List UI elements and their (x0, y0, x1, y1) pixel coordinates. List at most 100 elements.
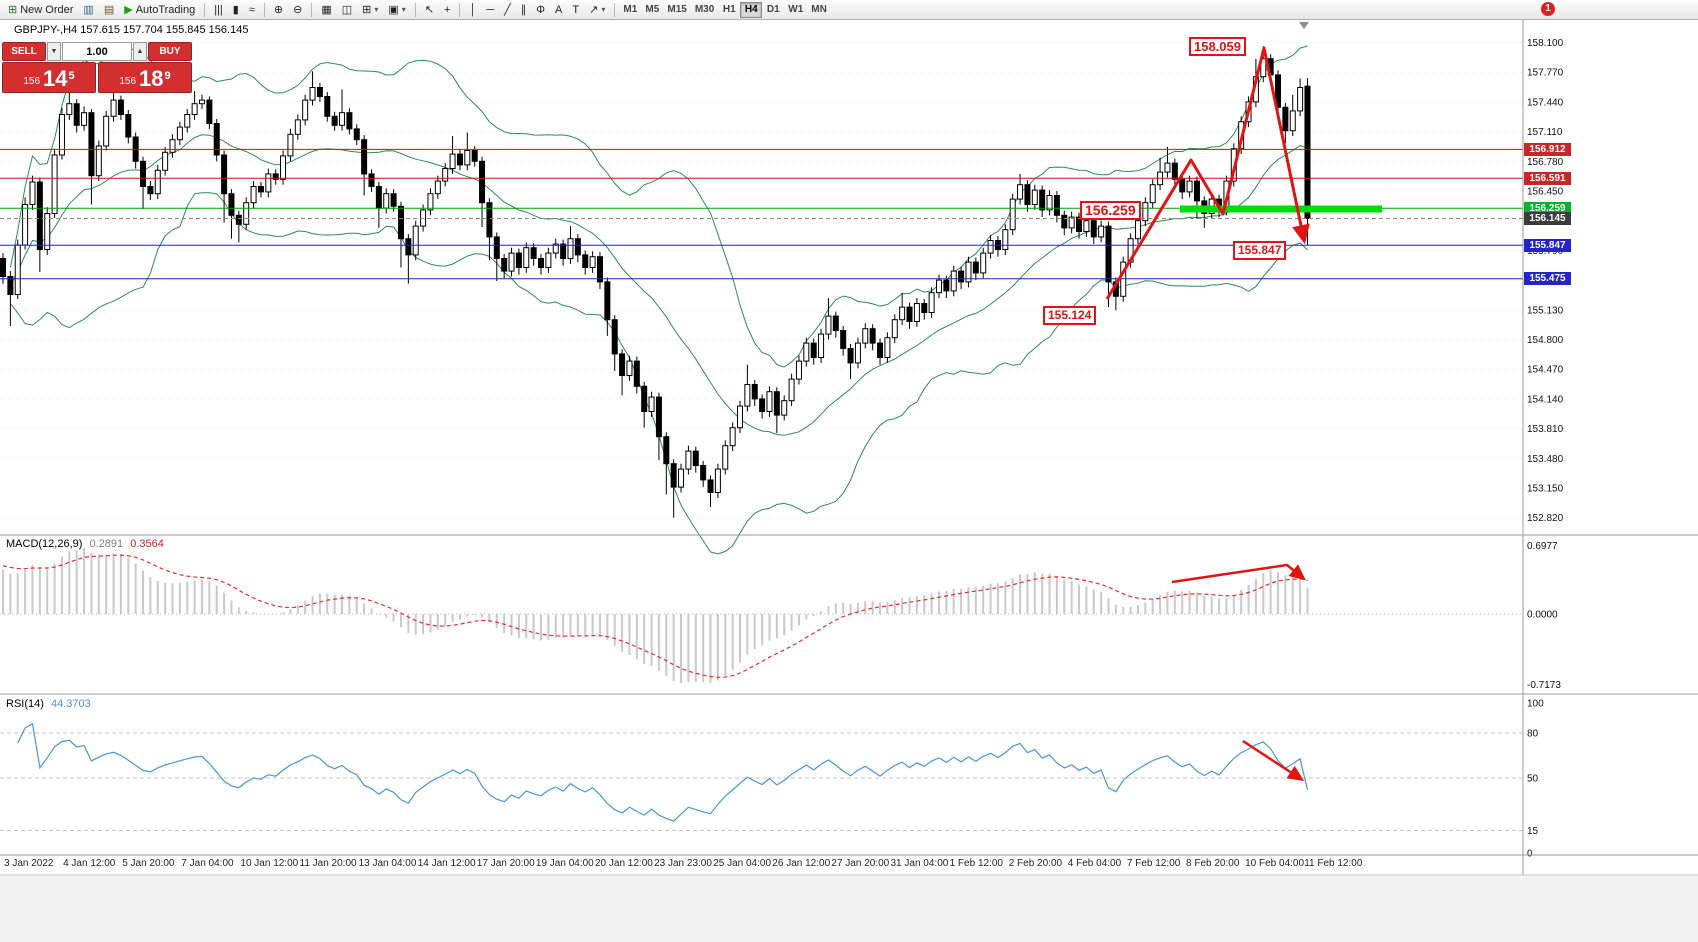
support-zone-line (1180, 205, 1382, 213)
timeframe-h1-button[interactable]: H1 (718, 2, 740, 18)
trendline-icon: ╱ (504, 3, 511, 16)
svg-text:20 Jan 12:00: 20 Jan 12:00 (595, 858, 653, 869)
price-annotation: 155.847 (1233, 241, 1287, 260)
price-path-arrow (1105, 46, 1310, 300)
vertical-line-button[interactable]: │ (465, 2, 480, 18)
timeframe-mn-button[interactable]: MN (807, 2, 831, 18)
charts-grid-icon: ▥ (83, 3, 94, 16)
label-icon: T (572, 3, 580, 16)
horizontal-line-button[interactable]: ─ (482, 2, 498, 18)
svg-text:25 Jan 04:00: 25 Jan 04:00 (713, 858, 771, 869)
label-button[interactable]: T (568, 2, 583, 18)
buy-button[interactable]: BUY (148, 42, 192, 61)
svg-text:11 Feb 12:00: 11 Feb 12:00 (1304, 858, 1363, 869)
svg-text:0.6977: 0.6977 (1527, 541, 1558, 552)
templates-button[interactable]: ▣ ▾ (384, 2, 409, 18)
svg-text:15: 15 (1527, 826, 1539, 837)
timeframe-w1-button[interactable]: W1 (784, 2, 807, 18)
horizontal-line-icon: ─ (486, 3, 495, 16)
tile-windows-button[interactable]: ◫ (338, 2, 356, 18)
crosshair-button[interactable]: + (440, 2, 454, 18)
autotrading-icon: ▶ (124, 3, 133, 16)
tile-windows-icon: ◫ (341, 3, 353, 16)
zoom-out-button[interactable]: ⊖ (289, 2, 306, 18)
text-icon: A (555, 3, 563, 16)
arrows-button[interactable]: ↗ ▾ (585, 2, 609, 18)
timeframe-m1-button[interactable]: M1 (619, 2, 641, 18)
zoom-in-icon: ⊕ (273, 3, 284, 16)
trendline-button[interactable]: ╱ (500, 2, 515, 18)
bottom-strip (0, 876, 1698, 942)
cursor-button[interactable]: ↖ (421, 2, 438, 18)
line-chart-type-button[interactable]: ≈ (245, 2, 259, 18)
toolbar: ⊞ New Order ▥ ▤ ▶ AutoTrading ||| ▮ ≈ ⊕ ⊖ ▦ ◫ ⊞ ▾ ▣ ▾ ↖ + │… (0, 0, 1698, 20)
price-annotation: 158.059 (1189, 37, 1246, 56)
profiles-button[interactable]: ▤ (100, 2, 118, 18)
svg-text:152.820: 152.820 (1527, 513, 1564, 524)
bar-chart-type-icon: ||| (214, 3, 223, 16)
price-axis-marker: 156.259 (1524, 201, 1571, 215)
macd-layer: 0.6977 0.0000 -0.7173 (0, 541, 1561, 691)
svg-text:7 Jan 04:00: 7 Jan 04:00 (181, 858, 234, 869)
ask-price[interactable]: 156 18 9 (98, 62, 192, 93)
toolbar-separator (414, 2, 416, 17)
svg-text:3 Jan 2022: 3 Jan 2022 (4, 858, 54, 869)
chevron-down-icon: ▾ (601, 5, 606, 14)
svg-text:7 Feb 12:00: 7 Feb 12:00 (1127, 858, 1181, 869)
volume-input[interactable] (62, 42, 132, 61)
chevron-down-icon: ▾ (374, 5, 379, 14)
svg-text:5 Jan 20:00: 5 Jan 20:00 (122, 858, 175, 869)
bar-chart-type-button[interactable]: ||| (210, 2, 227, 18)
notification-badge[interactable]: 1 (1541, 2, 1555, 16)
svg-text:10 Feb 04:00: 10 Feb 04:00 (1245, 858, 1304, 869)
cursor-icon: ↖ (424, 3, 435, 16)
bid-price[interactable]: 156 14 5 (2, 62, 96, 93)
crosshair-icon: + (444, 3, 451, 16)
charts-grid-button[interactable]: ▥ (79, 2, 97, 18)
new-order-button[interactable]: ⊞ New Order (4, 2, 77, 18)
channel-button[interactable]: ∥ (517, 2, 531, 18)
text-button[interactable]: A (551, 2, 566, 18)
svg-text:17 Jan 20:00: 17 Jan 20:00 (477, 858, 535, 869)
ask-big-digits: 18 (139, 66, 164, 91)
candlestick-type-button[interactable]: ▮ (229, 2, 243, 18)
zoom-in-button[interactable]: ⊕ (270, 2, 287, 18)
svg-text:11 Jan 20:00: 11 Jan 20:00 (300, 858, 358, 869)
svg-text:13 Jan 04:00: 13 Jan 04:00 (359, 858, 417, 869)
toolbar-separator (311, 2, 313, 17)
channel-icon: ∥ (520, 3, 527, 16)
fibonacci-button[interactable]: Φ (532, 2, 549, 18)
trend-arrows-layer (1105, 46, 1310, 782)
svg-text:157.440: 157.440 (1527, 97, 1564, 108)
bollinger-layer (9, 45, 1308, 555)
new-chart-button[interactable]: ⊞ ▾ (358, 2, 382, 18)
timeframe-d1-button[interactable]: D1 (762, 2, 784, 18)
line-chart-type-icon: ≈ (248, 3, 255, 16)
svg-text:19 Jan 04:00: 19 Jan 04:00 (536, 858, 594, 869)
sell-button[interactable]: SELL (2, 42, 46, 61)
price-axis-marker: 156.591 (1524, 171, 1571, 185)
bid-prefix: 156 (23, 76, 41, 87)
grid-button[interactable]: ▦ (317, 2, 335, 18)
chevron-down-icon: ▾ (401, 5, 406, 14)
ask-pipette: 9 (164, 70, 171, 82)
svg-text:31 Jan 04:00: 31 Jan 04:00 (891, 858, 949, 869)
svg-text:156.450: 156.450 (1527, 187, 1564, 198)
svg-text:157.770: 157.770 (1527, 68, 1564, 79)
volume-decrease-button[interactable]: ▼ (47, 42, 61, 61)
svg-text:8 Feb 20:00: 8 Feb 20:00 (1186, 858, 1240, 869)
timeframe-h4-button[interactable]: H4 (740, 1, 763, 18)
bid-pipette: 5 (68, 70, 75, 82)
svg-text:80: 80 (1527, 729, 1539, 740)
macd-indicator-label: MACD(12,26,9) 0.2891 0.3564 (6, 538, 168, 550)
levels-layer (0, 148, 1523, 280)
autotrading-button[interactable]: ▶ AutoTrading (120, 2, 199, 18)
timeframe-m30-button[interactable]: M30 (691, 2, 718, 18)
price-axis-marker: 156.145 (1524, 211, 1571, 225)
price-annotation: 156.259 (1080, 201, 1141, 220)
timeframe-m15-button[interactable]: M15 (663, 2, 690, 18)
volume-increase-button[interactable]: ▲ (133, 42, 147, 61)
timeframe-m5-button[interactable]: M5 (641, 2, 663, 18)
